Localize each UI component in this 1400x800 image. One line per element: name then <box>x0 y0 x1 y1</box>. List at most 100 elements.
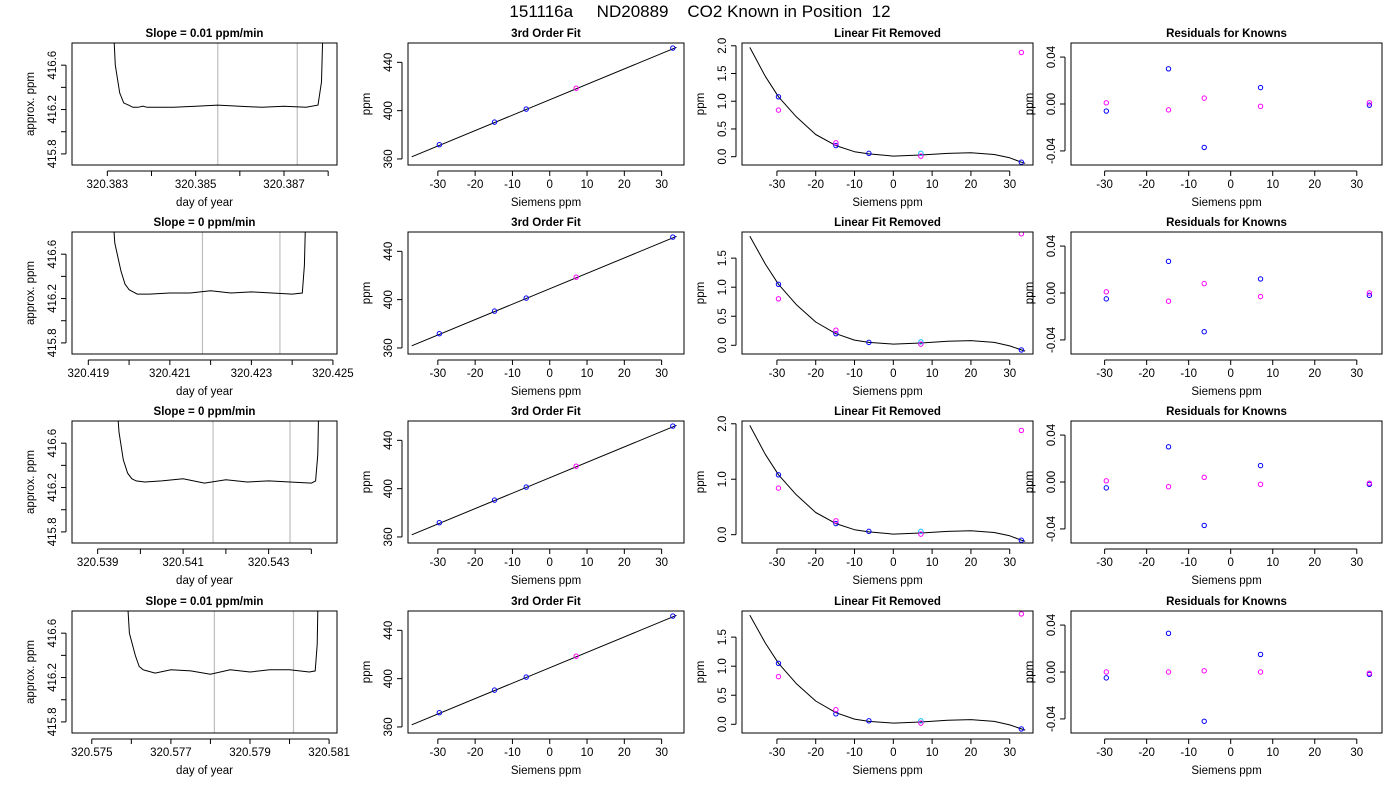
data-point-magenta <box>918 531 924 537</box>
x-tick-label: 20 <box>1308 179 1321 191</box>
data-point-blue <box>1103 675 1110 681</box>
x-tick-label: 320.383 <box>87 179 129 191</box>
x-axis-label: Siemens ppm <box>511 575 581 587</box>
x-tick-label: -10 <box>504 557 521 569</box>
x-tick-label: -10 <box>504 747 521 759</box>
y-tick-label: 1.0 <box>717 658 729 674</box>
x-axis-label: Siemens ppm <box>852 197 922 209</box>
x-tick-label: 10 <box>1266 179 1279 191</box>
fit-curve <box>749 614 1026 731</box>
x-tick-label: 320.385 <box>175 179 217 191</box>
data-point-blue <box>1165 66 1172 72</box>
plot-frame <box>407 231 685 355</box>
fit-curve <box>749 47 1026 164</box>
x-tick-label: -20 <box>1138 747 1155 759</box>
x-tick-label: -30 <box>430 368 447 380</box>
y-tick-label: 0.00 <box>1046 282 1058 304</box>
x-tick-label: 10 <box>926 179 939 191</box>
plot-frame <box>407 610 685 734</box>
panel-title: Slope = 0.01 ppm/min <box>146 28 264 40</box>
y-tick-label: 0.04 <box>1046 613 1058 636</box>
x-tick-label: -20 <box>807 557 824 569</box>
data-point-blue <box>775 660 782 666</box>
data-point-blue <box>491 119 498 125</box>
x-axis-label: Siemens ppm <box>511 765 581 777</box>
data-point-magenta <box>1257 103 1264 110</box>
x-tick-label: -20 <box>1138 368 1155 380</box>
x-tick-label: 0 <box>1227 368 1233 380</box>
x-tick-label: 0 <box>890 368 896 380</box>
panel-r1c1: Slope = 0.01 ppm/min 320.383 320.385 320.38… <box>25 28 338 209</box>
fit-line <box>411 614 677 726</box>
panel-title: Residuals for Knowns <box>1166 28 1287 40</box>
y-tick-label: 416.2 <box>47 284 59 313</box>
y-axis-label: ppm <box>695 282 707 304</box>
y-tick-label: 415.8 <box>47 518 59 547</box>
x-tick-label: 30 <box>655 557 668 569</box>
plot-contents <box>113 43 324 108</box>
x-tick-label: -30 <box>1096 179 1113 191</box>
data-point-magenta <box>918 153 924 159</box>
data-point-magenta <box>918 720 924 726</box>
data-point-magenta <box>1165 669 1172 675</box>
panel-title: Linear Fit Removed <box>834 406 941 418</box>
x-tick-label: -10 <box>504 179 521 191</box>
panel-title: Linear Fit Removed <box>834 596 941 608</box>
y-axis-label: ppm <box>695 471 707 493</box>
x-tick-label: 320.419 <box>68 368 110 380</box>
data-point-magenta <box>1103 669 1110 675</box>
data-point-magenta <box>1103 289 1110 295</box>
data-point-magenta <box>573 653 579 659</box>
x-tick-label: 320.577 <box>150 747 192 759</box>
data-point-blue <box>1018 347 1025 353</box>
x-axis-label: Siemens ppm <box>1191 575 1261 587</box>
panel-title: Residuals for Knowns <box>1166 596 1287 608</box>
y-tick-label: 416.6 <box>47 619 59 648</box>
plot-contents <box>749 47 1026 165</box>
x-tick-label: -30 <box>769 747 786 759</box>
panel-r1c3: Linear Fit Removed -30 -20 -10 0 10 20 30 Siemen… <box>695 28 1034 209</box>
panel-r3c4: Residuals for Knowns -30 -20 -10 0 10 20 30 Siem… <box>1024 406 1383 587</box>
data-point-blue <box>866 150 872 157</box>
data-point-blue <box>1201 522 1207 529</box>
x-tick-label: 320.541 <box>162 557 204 569</box>
x-tick-label: -10 <box>504 368 521 380</box>
x-tick-label: -30 <box>430 747 447 759</box>
y-tick-label: 1.0 <box>717 93 729 109</box>
x-tick-label: -20 <box>467 557 484 569</box>
x-tick-label: 30 <box>1350 557 1363 569</box>
data-point-magenta <box>1366 670 1373 676</box>
x-tick-label: 10 <box>581 557 594 569</box>
data-point-magenta <box>1165 483 1172 490</box>
x-axis-label: Siemens ppm <box>852 386 922 398</box>
data-point-cyan <box>918 718 924 724</box>
x-tick-label: -30 <box>430 557 447 569</box>
y-tick-label: 360 <box>383 717 395 736</box>
plot-contents <box>1103 66 1373 151</box>
x-tick-label: 30 <box>655 179 668 191</box>
panel-title: Linear Fit Removed <box>834 217 941 229</box>
data-point-magenta <box>573 463 579 469</box>
data-point-blue <box>670 234 676 240</box>
data-point-magenta <box>1165 298 1172 304</box>
y-tick-label: 0.04 <box>1046 423 1058 446</box>
data-point-blue <box>1201 144 1207 151</box>
x-axis-label: day of year <box>176 386 233 398</box>
data-point-blue <box>436 520 443 526</box>
plot-frame <box>71 610 338 734</box>
y-tick-label: -0.04 <box>1046 326 1058 353</box>
x-axis-label: Siemens ppm <box>852 765 922 777</box>
x-tick-label: 20 <box>618 179 631 191</box>
plot-contents <box>1103 258 1373 335</box>
data-point-magenta <box>1103 100 1110 106</box>
x-tick-label: 20 <box>965 179 978 191</box>
data-point-magenta <box>1103 478 1110 484</box>
data-point-blue <box>670 613 676 619</box>
y-tick-label: 416.2 <box>47 473 59 502</box>
x-tick-label: 10 <box>581 179 594 191</box>
y-tick-label: 400 <box>383 290 395 309</box>
x-tick-label: 20 <box>1308 368 1321 380</box>
y-axis-label: approx. ppm <box>25 450 37 514</box>
y-tick-label: 440 <box>383 431 395 450</box>
y-axis-label: ppm <box>1024 471 1036 493</box>
